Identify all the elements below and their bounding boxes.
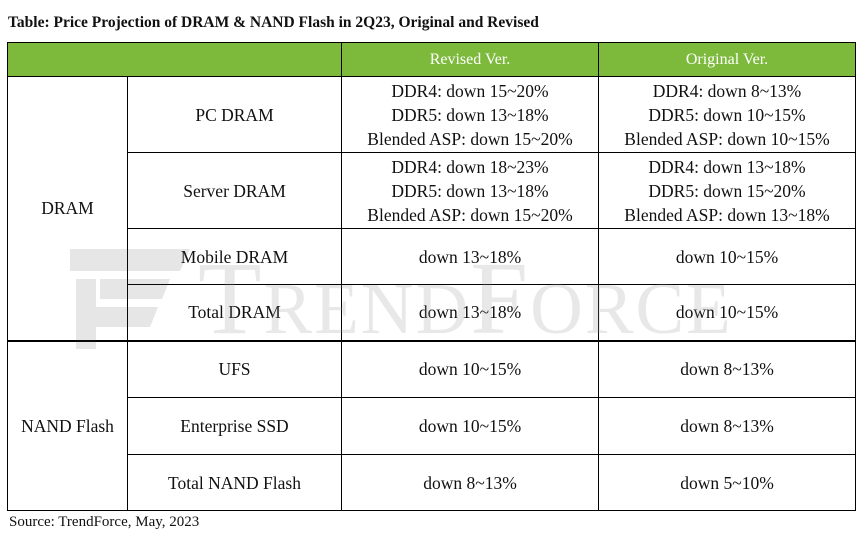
category-nand: NAND Flash [7, 339, 128, 511]
table-row: Total NAND Flash down 8~13% down 5~10% [8, 454, 856, 511]
revised-line: DDR4: down 15~20% [391, 80, 549, 101]
original-line: DDR5: down 10~15% [648, 104, 806, 125]
revised-cell: down 13~18% [341, 284, 599, 341]
product-cell: UFS [127, 339, 342, 398]
revised-line: DDR5: down 13~18% [391, 180, 549, 201]
original-line: Blended ASP: down 13~18% [624, 204, 830, 225]
product-cell: Total NAND Flash [127, 454, 342, 511]
header-blank-cell [7, 42, 342, 77]
table-title: Table: Price Projection of DRAM & NAND F… [8, 14, 539, 31]
revised-line: DDR4: down 18~23% [391, 156, 549, 177]
revised-line: Blended ASP: down 15~20% [367, 128, 573, 149]
revised-line: Blended ASP: down 15~20% [367, 204, 573, 225]
header-original: Original Ver. [598, 42, 856, 77]
original-cell: down 8~13% [598, 397, 856, 455]
price-projection-table: Revised Ver. Original Ver. DRAM PC DRAM … [7, 42, 856, 511]
product-cell: Server DRAM [127, 152, 342, 229]
revised-cell: down 13~18% [341, 228, 599, 285]
product-cell: PC DRAM [127, 76, 342, 153]
original-cell: DDR4: down 13~18% DDR5: down 15~20% Blen… [598, 152, 856, 229]
original-line: Blended ASP: down 10~15% [624, 128, 830, 149]
revised-cell: down 8~13% [341, 454, 599, 511]
original-cell: down 5~10% [598, 454, 856, 511]
revised-cell: DDR4: down 15~20% DDR5: down 13~18% Blen… [341, 76, 599, 153]
product-cell: Enterprise SSD [127, 397, 342, 455]
table-row: NAND Flash UFS down 10~15% down 8~13% [7, 339, 856, 511]
category-dram: DRAM [7, 76, 128, 341]
product-cell: Total DRAM [127, 284, 342, 341]
original-cell: DDR4: down 8~13% DDR5: down 10~15% Blend… [598, 76, 856, 153]
table-row: DRAM PC DRAM DDR4: down 15~20% DDR5: dow… [7, 76, 856, 341]
source-note: Source: TrendForce, May, 2023 [9, 514, 200, 530]
revised-cell: down 10~15% [341, 397, 599, 455]
original-cell: down 10~15% [598, 284, 856, 341]
revised-line: DDR5: down 13~18% [391, 104, 549, 125]
table-row: Total DRAM down 13~18% down 10~15% [8, 284, 856, 341]
revised-cell: DDR4: down 18~23% DDR5: down 13~18% Blen… [341, 152, 599, 229]
header-revised: Revised Ver. [341, 42, 599, 77]
original-cell: down 8~13% [598, 339, 856, 398]
table-row: Mobile DRAM down 13~18% down 10~15% [8, 228, 856, 285]
table-row: Enterprise SSD down 10~15% down 8~13% [8, 397, 856, 455]
original-line: DDR4: down 8~13% [652, 80, 802, 101]
original-line: DDR5: down 15~20% [648, 180, 806, 201]
table-row: Server DRAM DDR4: down 18~23% DDR5: down… [8, 152, 856, 229]
product-cell: Mobile DRAM [127, 228, 342, 285]
original-cell: down 10~15% [598, 228, 856, 285]
header-row: Revised Ver. Original Ver. [7, 42, 856, 77]
original-line: DDR4: down 13~18% [648, 156, 806, 177]
revised-cell: down 10~15% [341, 339, 599, 398]
